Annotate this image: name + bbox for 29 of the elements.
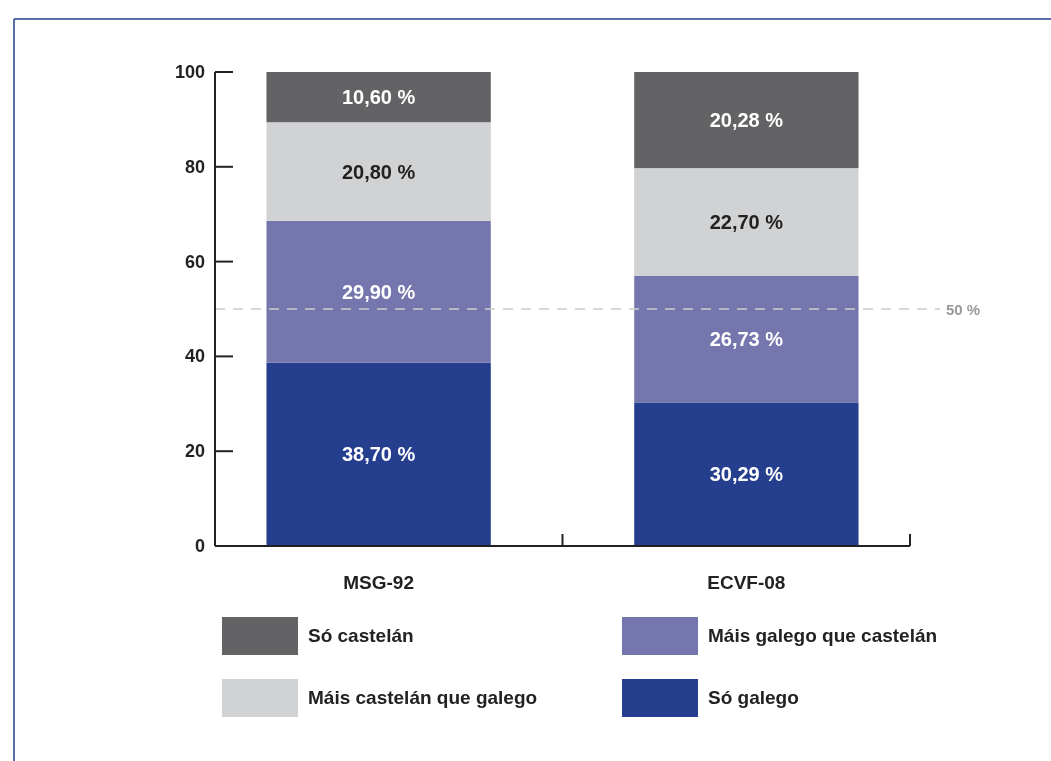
bar bbox=[266, 122, 491, 221]
ref-line-label: 50 % bbox=[946, 301, 981, 318]
legend-label: Máis galego que castelán bbox=[708, 625, 938, 646]
data-label: 10,60 % bbox=[341, 86, 416, 109]
y-tick-label: 0 bbox=[194, 536, 205, 556]
x-tick-label: ECVF-08 bbox=[707, 572, 786, 593]
y-tick-label: 80 bbox=[184, 156, 205, 177]
data-label: 26,73 % bbox=[709, 328, 784, 351]
data-label: 38,70 % bbox=[341, 443, 416, 466]
bar bbox=[266, 220, 491, 363]
data-label: 20,80 % bbox=[341, 160, 416, 183]
y-tick-label: 20 bbox=[184, 441, 205, 462]
data-label: 20,28 % bbox=[709, 109, 784, 132]
legend-label: Máis castelán que galego bbox=[308, 687, 538, 708]
y-tick-label: 100 bbox=[174, 62, 205, 82]
bar bbox=[634, 275, 859, 403]
data-label: 22,70 % bbox=[709, 210, 784, 233]
legend-label: Só galego bbox=[708, 687, 799, 708]
bar bbox=[266, 72, 491, 123]
data-label: 30,29 % bbox=[709, 463, 784, 486]
bar bbox=[634, 72, 859, 169]
data-label: 29,90 % bbox=[341, 280, 416, 303]
bar bbox=[634, 402, 859, 546]
bar bbox=[634, 168, 859, 276]
legend-label: Só castelán bbox=[308, 625, 414, 646]
x-tick-label: MSG-92 bbox=[343, 572, 415, 593]
bar bbox=[266, 362, 491, 546]
y-tick-label: 60 bbox=[184, 251, 205, 272]
y-tick-label: 40 bbox=[184, 346, 205, 367]
